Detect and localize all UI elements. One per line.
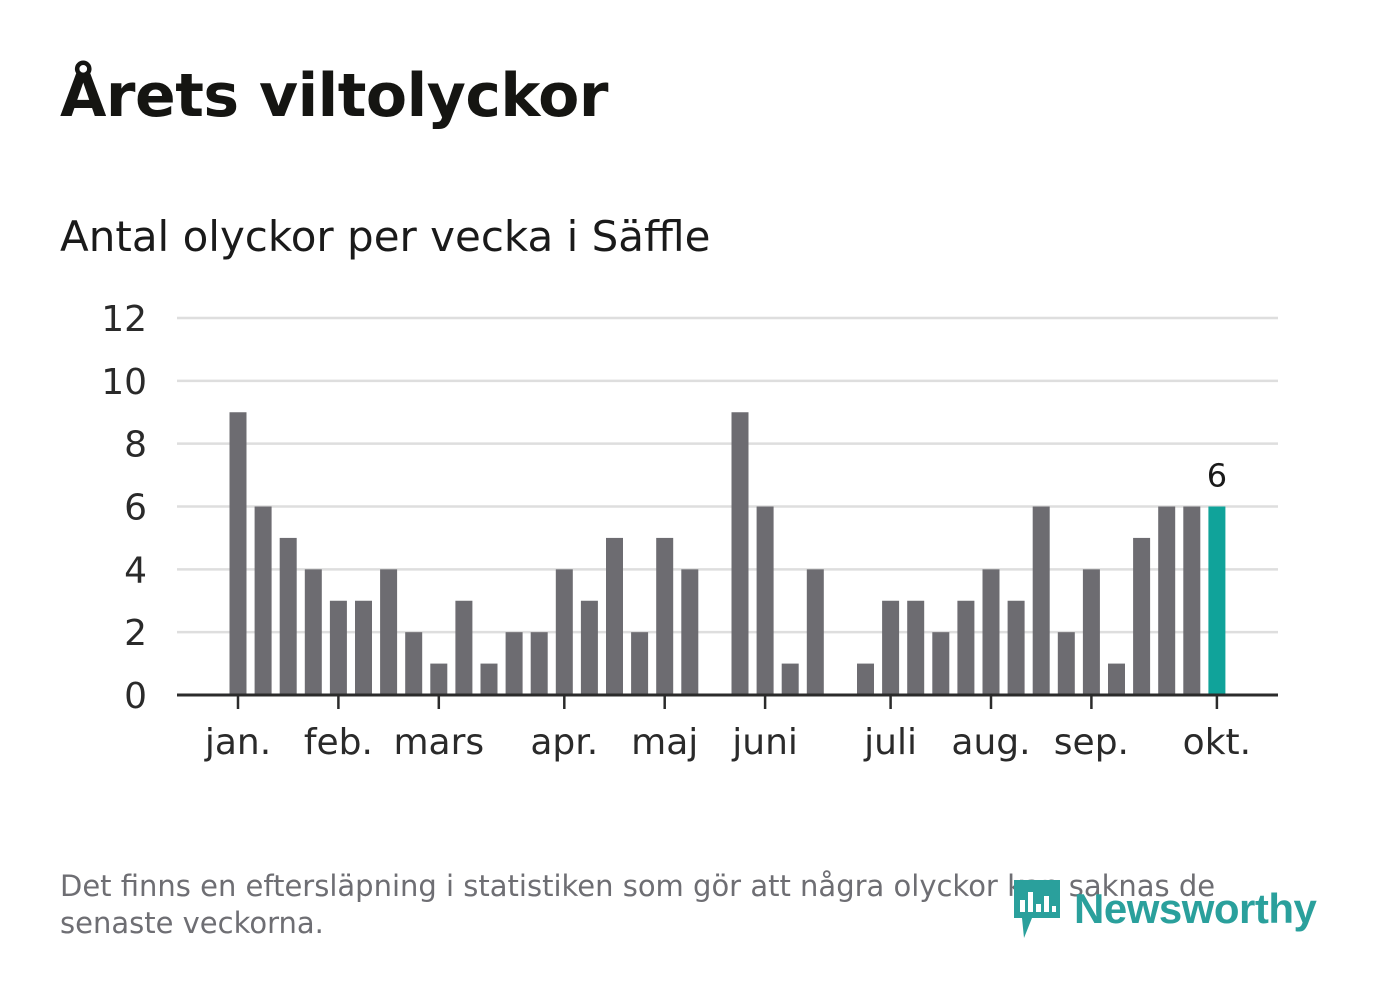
y-tick-label: 8: [124, 425, 147, 466]
bar: [1007, 600, 1025, 695]
y-tick-label: 10: [101, 362, 147, 403]
bar: [329, 600, 347, 695]
bar: [857, 663, 874, 695]
bar: [580, 600, 598, 695]
bar-chart: 0 2 4 6 8 10 12 6 jan. feb. mars apr. maj juni juli aug…: [101, 299, 1278, 763]
x-tick-label: sep.: [1054, 722, 1129, 763]
bar: [731, 412, 749, 695]
bar: [555, 569, 573, 695]
bar: [957, 600, 975, 695]
brand-name: Newsworthy: [1074, 885, 1317, 932]
bar: [606, 537, 623, 695]
bar: [781, 663, 799, 695]
bar: [982, 569, 1000, 695]
bar: [907, 600, 925, 695]
bar-value-label: 6: [1207, 457, 1227, 495]
bar: [756, 506, 774, 695]
bar: [480, 663, 498, 695]
bar: [380, 569, 398, 695]
bar: [405, 632, 423, 695]
y-tick-label: 12: [101, 299, 147, 340]
newsworthy-logo-icon: [1014, 880, 1060, 938]
bar: [932, 632, 950, 695]
y-tick-label: 2: [124, 613, 147, 654]
bar: [254, 506, 272, 695]
bar: [304, 569, 322, 695]
chart-subtitle: Antal olyckor per vecka i Säffle: [60, 212, 711, 261]
x-tick-label: jan.: [204, 722, 271, 763]
bar: [1082, 569, 1100, 695]
bar: [1032, 506, 1050, 695]
x-tick-label: feb.: [304, 722, 373, 763]
bar: [806, 569, 824, 695]
bar-highlight: [1208, 506, 1226, 695]
bar: [681, 569, 699, 695]
x-tick-label: juni: [731, 722, 798, 763]
y-tick-label: 0: [124, 676, 147, 717]
bar: [530, 632, 548, 695]
bar: [1057, 632, 1075, 695]
bar: [631, 632, 649, 695]
bar: [1108, 663, 1125, 695]
bar: [1158, 506, 1176, 695]
x-tick-label: apr.: [530, 722, 598, 763]
x-tick-label: juli: [863, 722, 917, 763]
x-tick-label: maj: [631, 722, 698, 763]
bar: [656, 537, 674, 695]
x-tick-label: aug.: [951, 722, 1030, 763]
bar: [279, 537, 297, 695]
bar: [505, 632, 523, 695]
bar: [882, 600, 900, 695]
brand-logo: Newsworthy: [1012, 878, 1317, 940]
x-tick-label: mars: [393, 722, 484, 763]
y-tick-label: 4: [124, 550, 147, 591]
bar: [1133, 537, 1151, 695]
bar: [430, 663, 448, 695]
bar: [1183, 506, 1201, 695]
x-tick-label: okt.: [1183, 722, 1251, 763]
bar: [455, 600, 473, 695]
chart-title: Årets viltolyckor: [60, 61, 609, 131]
bar: [355, 600, 372, 695]
bar: [229, 412, 247, 695]
y-tick-label: 6: [124, 488, 147, 529]
